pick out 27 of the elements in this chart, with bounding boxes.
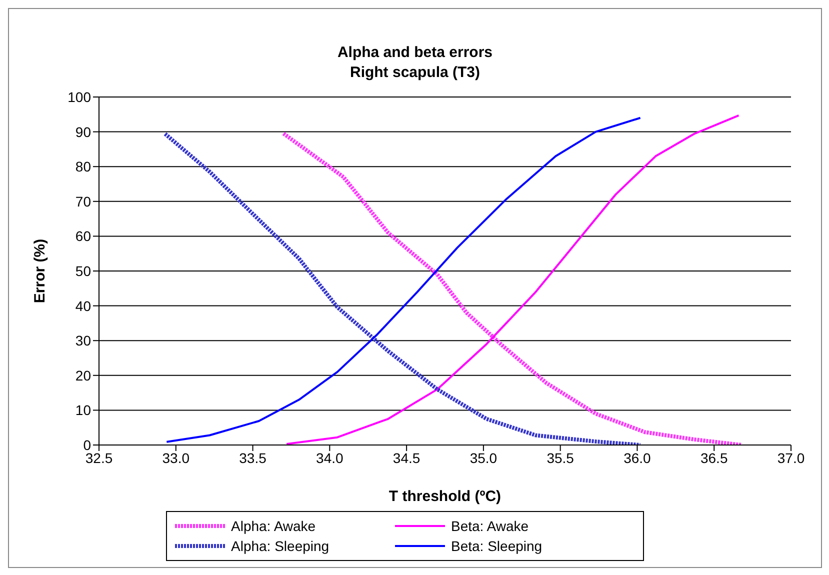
y-tick-label: 20 xyxy=(75,367,92,384)
x-tick-label: 34.5 xyxy=(392,450,420,466)
y-tick-label: 80 xyxy=(75,158,92,175)
y-tick-label: 40 xyxy=(75,298,92,314)
y-tick-label: 30 xyxy=(75,332,92,349)
y-tick-label: 90 xyxy=(75,124,92,140)
x-axis-title: T threshold (ºC) xyxy=(388,488,502,505)
y-tick-label: 100 xyxy=(68,89,92,105)
x-tick-label: 35.5 xyxy=(546,450,574,466)
legend-label: Alpha: Awake xyxy=(231,518,316,534)
y-tick-label: 70 xyxy=(75,193,92,210)
chart-title: Alpha and beta errors xyxy=(336,43,494,63)
x-tick-label: 34.0 xyxy=(316,450,344,466)
legend-label: Beta: Awake xyxy=(451,518,529,534)
y-axis-title: Error (%) xyxy=(31,238,48,304)
x-tick-label: 35.0 xyxy=(470,450,498,466)
x-tick-label: 36.0 xyxy=(624,450,652,466)
x-tick-label: 36.5 xyxy=(700,450,728,466)
legend-label: Alpha: Sleeping xyxy=(231,538,330,554)
y-tick-label: 50 xyxy=(75,263,92,279)
y-tick-label: 60 xyxy=(75,228,92,244)
x-tick-label: 37.0 xyxy=(777,450,805,466)
y-tick-label: 10 xyxy=(75,402,92,418)
legend-label: Beta: Sleeping xyxy=(451,538,542,554)
x-tick-label: 33.0 xyxy=(162,450,190,466)
chart-subtitle: Right scapula (T3) xyxy=(348,63,481,83)
x-tick-label: 33.5 xyxy=(239,450,267,466)
